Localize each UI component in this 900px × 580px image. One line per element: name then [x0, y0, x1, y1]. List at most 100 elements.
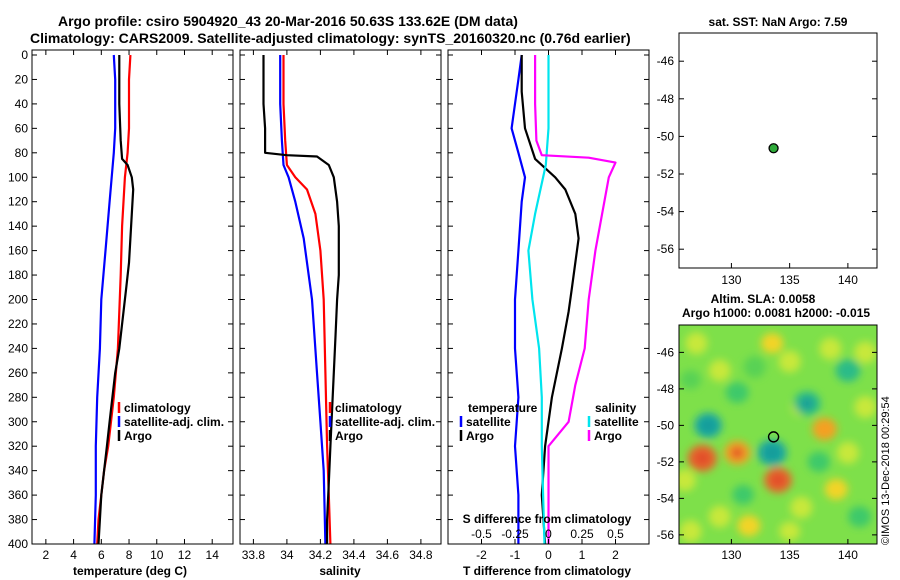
depth-ytick-label: 300	[8, 415, 28, 429]
sla-field-patch	[819, 337, 842, 360]
depth-ytick-label: 240	[8, 341, 28, 355]
depth-ytick-label: 180	[8, 268, 28, 282]
sla-field-blob	[732, 484, 754, 505]
temperature-axes-frame	[31, 49, 234, 545]
depth-ytick-label: 80	[15, 146, 29, 160]
sla-field-patch	[708, 359, 731, 382]
sla-field-patch	[836, 441, 859, 464]
temperature-xtick-label: 10	[150, 548, 164, 562]
sla-xtick-label: 140	[838, 548, 858, 562]
salinity-xlabel: salinity	[319, 564, 361, 578]
sla-field-patch	[679, 469, 696, 492]
sst-map-points	[768, 143, 779, 154]
sla-field-core	[765, 446, 779, 459]
difference-legend-title-temperature: temperature	[468, 401, 538, 415]
temperature-xtick-label: 14	[206, 548, 220, 562]
difference-salinity-legend-label: Argo	[594, 429, 622, 443]
sla-field-core	[731, 447, 744, 459]
depth-ytick-label: 200	[8, 293, 28, 307]
sla-map-title: Altim. SLA: 0.0058	[711, 292, 816, 306]
difference-salinity-xtick-label: -0.5	[471, 527, 492, 541]
difference-salinity-legend-label: satellite	[594, 415, 639, 429]
sla-field-blob	[847, 506, 872, 528]
temperature-series-argo	[97, 55, 135, 544]
sst-ytick-label: -52	[657, 167, 675, 181]
sla-field-blob	[737, 515, 761, 537]
sla-field-blob	[835, 359, 861, 382]
temperature-xtick-label: 2	[43, 548, 50, 562]
sla-field-blob	[807, 451, 830, 473]
difference-xtick-label: 0	[545, 548, 552, 562]
sla-field-patch	[679, 520, 702, 543]
depth-ytick-label: 120	[8, 195, 28, 209]
depth-ytick-label: 380	[8, 513, 28, 527]
sst-ytick-label: -50	[657, 129, 675, 143]
salinity-legend-label: satellite-adj. clim.	[335, 415, 435, 429]
difference-temperature-legend-label: Argo	[466, 429, 494, 443]
depth-ytick-label: 320	[8, 439, 28, 453]
difference-xlabel-salinity: S difference from climatology	[463, 512, 632, 526]
sla-map-ticks: 130 135 140 -46 -48 -50 -52 -54 -56	[657, 345, 877, 562]
sla-map-panel: Altim. SLA: 0.0058 Argo h1000: 0.0081 h2…	[657, 292, 878, 562]
depth-ytick-label: 400	[8, 537, 28, 551]
salinity-series-climatology	[282, 55, 332, 544]
sla-ytick-label: -56	[657, 528, 675, 542]
sst-map-ticks: 130 135 140 -46 -48 -50 -52 -54 -56	[657, 54, 877, 287]
temperature-xtick-label: 12	[178, 548, 192, 562]
sla-ytick-label: -46	[657, 345, 675, 359]
sst-argo-point	[768, 143, 779, 154]
sla-map-subtitle: Argo h1000: 0.0081 h2000: -0.015	[682, 306, 870, 320]
depth-ytick-label: 280	[8, 390, 28, 404]
salinity-xtick-label: 34.6	[376, 548, 400, 562]
sla-ytick-label: -50	[657, 418, 675, 432]
sla-field-blob	[680, 370, 702, 390]
temperature-xtick-label: 6	[98, 548, 105, 562]
salinity-series	[262, 55, 340, 544]
sla-map-frame	[678, 324, 878, 545]
temperature-legend-label: Argo	[124, 429, 152, 443]
salinity-xtick-label: 34.4	[342, 548, 366, 562]
temperature-panel: 2 4 6 8 10 12 14 02040608010012014016018020022…	[8, 48, 649, 578]
sla-field-core	[800, 397, 814, 409]
difference-xtick-label: -1	[510, 548, 521, 562]
depth-ytick-label: 160	[8, 244, 28, 258]
sla-field-blob	[824, 478, 848, 500]
difference-legend-title-salinity: salinity	[595, 401, 637, 415]
difference-salinity-xtick-label: 0	[545, 527, 552, 541]
difference-salinity-x-ticks: -0.5 -0.25 0 0.25 0.5	[471, 527, 624, 541]
salinity-axes-frame	[239, 49, 442, 545]
sla-field-blob	[812, 417, 837, 441]
difference-salinity-xtick-label: -0.25	[501, 527, 529, 541]
sst-xtick-label: 140	[838, 273, 858, 287]
sla-field-blob	[779, 521, 801, 541]
depth-y-ticks: 0 20 40 60 80 100 120 140 160 180 200 220 240 260 280 3…	[8, 48, 649, 551]
figure-title-line1: Argo profile: csiro 5904920_43 20-Mar-20…	[58, 13, 518, 29]
difference-series-temperature-satellite	[510, 54, 527, 544]
sla-field-patch	[854, 396, 877, 419]
difference-series-salinity-satellite	[527, 55, 550, 544]
salinity-xtick-label: 33.8	[242, 548, 266, 562]
depth-ytick-label: 260	[8, 366, 28, 380]
depth-ytick-label: 20	[15, 72, 29, 86]
depth-ytick-label: 0	[21, 48, 28, 62]
salinity-panel: 33.8 34 34.2 34.4 34.6 34.8 salinity climatol…	[239, 49, 442, 578]
depth-ytick-label: 220	[8, 317, 28, 331]
difference-series-temperature-Argo	[520, 55, 580, 544]
sla-field-core	[771, 474, 785, 486]
salinity-series-argo	[262, 55, 340, 544]
difference-legend: temperaturesatelliteArgosalinitysatellit…	[459, 401, 639, 443]
sla-map-marker	[767, 431, 780, 443]
difference-series	[510, 54, 617, 544]
sst-ytick-label: -56	[657, 242, 675, 256]
sla-map-field	[679, 332, 877, 543]
depth-ytick-label: 100	[8, 170, 28, 184]
sst-map-panel: sat. SST: NaN Argo: 7.59 130 135 140 -46 -48…	[657, 15, 878, 287]
sst-ytick-label: -54	[657, 205, 675, 219]
salinity-legend-label: Argo	[335, 429, 363, 443]
salinity-xtick-label: 34.8	[409, 548, 433, 562]
difference-xtick-label: 1	[579, 548, 586, 562]
sst-xtick-label: 130	[721, 273, 741, 287]
